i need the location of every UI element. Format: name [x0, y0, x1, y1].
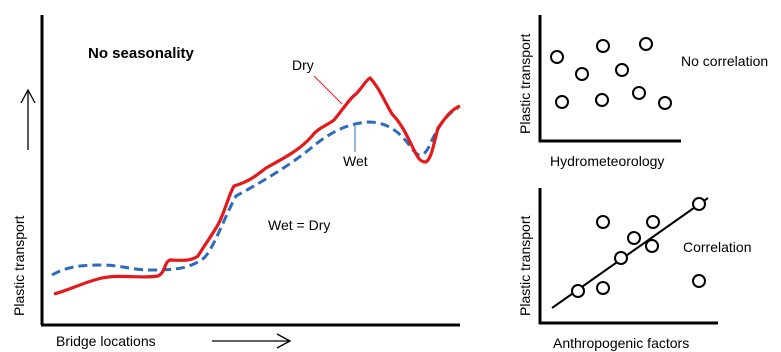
scatter-point [627, 231, 641, 245]
correlation-label: Correlation [683, 239, 751, 255]
main-x-axis-label: Bridge locations [56, 333, 156, 349]
dry-leader-line [313, 75, 343, 105]
top-right-x-axis-label: Hydrometeorology [550, 153, 664, 169]
bottom-right-x-axis-label: Anthropogenic factors [553, 335, 689, 351]
no-correlation-panel: No correlation Hydrometeorology Plastic … [517, 15, 768, 169]
scatter-point [646, 215, 660, 229]
scatter-point [639, 37, 653, 51]
scatter-point [595, 93, 609, 107]
main-title: No seasonality [88, 45, 195, 62]
wet-curve [51, 106, 459, 277]
top-right-y-axis-label: Plastic transport [517, 34, 533, 134]
correlation-panel: Correlation Anthropogenic factors Plasti… [517, 188, 751, 351]
main-y-axis-label: Plastic transport [11, 216, 27, 316]
scatter-point [615, 63, 629, 77]
scatter-point [575, 67, 589, 81]
scatter-point [692, 197, 706, 211]
no-correlation-label: No correlation [681, 53, 768, 69]
scatter-point [614, 251, 628, 265]
scatter-point [596, 281, 610, 295]
equality-label: Wet = Dry [268, 217, 330, 233]
scatter-point [596, 215, 610, 229]
scatter-point [550, 50, 564, 64]
scatter-point [596, 39, 610, 53]
y-direction-arrow [20, 88, 36, 150]
main-panel: No seasonality Dry Wet Wet = Dry Plastic… [11, 15, 461, 349]
scatter-point [692, 274, 706, 288]
scatter-point [645, 239, 659, 253]
scatter-point [658, 96, 672, 110]
scatter-points-no-correlation [550, 37, 672, 110]
scatter-point [571, 284, 585, 298]
x-direction-arrow [212, 333, 292, 349]
scatter-points-correlation [571, 197, 706, 298]
scatter-point [632, 86, 646, 100]
dry-label: Dry [292, 57, 314, 73]
bottom-right-y-axis-label: Plastic transport [517, 216, 533, 316]
scatter-point [555, 95, 569, 109]
wet-label: Wet [343, 153, 368, 169]
dry-curve [53, 76, 461, 296]
